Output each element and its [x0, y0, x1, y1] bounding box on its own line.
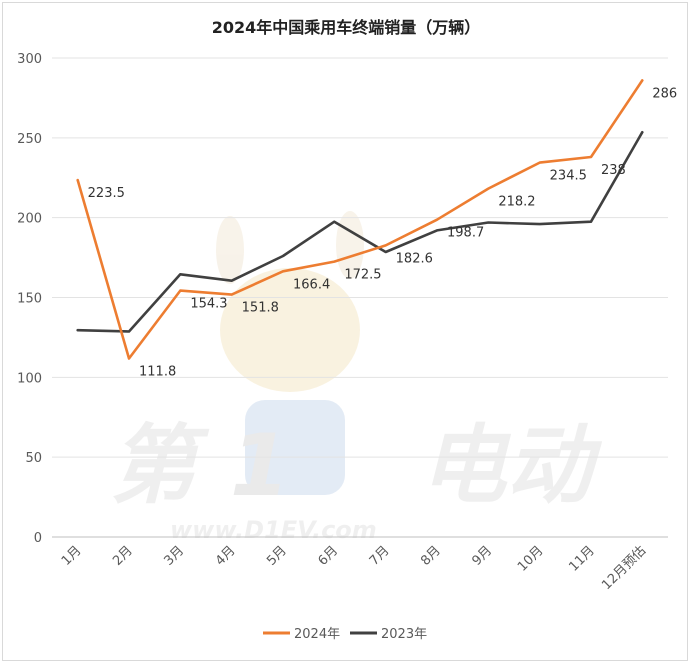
y-axis-ticks: 0 50 100 150 200 250 300	[17, 52, 42, 546]
data-label: 172.5	[344, 268, 381, 283]
x-tick-label: 5月	[264, 543, 290, 569]
series-line	[76, 79, 644, 360]
data-label: 238	[601, 163, 626, 178]
y-tick-label: 200	[17, 212, 42, 227]
x-tick-label: 1月	[59, 543, 85, 569]
data-label: 151.8	[242, 301, 279, 316]
x-tick-label: 9月	[470, 543, 496, 569]
chart-title: 2024年中国乘用车终端销量（万辆）	[212, 18, 481, 37]
watermark-logo: 第 1 电动 www.D1EV.com	[110, 211, 603, 544]
x-tick-label: 4月	[213, 543, 239, 569]
y-tick-label: 150	[17, 292, 42, 307]
x-tick-label: 6月	[316, 543, 342, 569]
x-tick-label: 7月	[367, 543, 393, 569]
data-label: 182.6	[396, 251, 433, 266]
y-tick-label: 300	[17, 52, 42, 67]
y-tick-label: 0	[34, 531, 42, 546]
gridlines	[52, 57, 668, 538]
svg-text:电动: 电动	[420, 416, 603, 516]
data-label: 286	[652, 86, 677, 101]
data-label: 154.3	[190, 297, 227, 312]
series-line	[76, 130, 644, 333]
x-tick-label: 8月	[418, 543, 444, 569]
legend-label-2023: 2023年	[381, 627, 427, 642]
x-tick-label: 2月	[110, 543, 136, 569]
data-label: 111.8	[139, 364, 176, 379]
x-tick-label: 12月预估	[599, 543, 649, 593]
x-axis-ticks: 1月 2月 3月 4月 5月 6月 7月 8月 9月 10月 11月 12月预估	[59, 543, 649, 593]
x-tick-label: 3月	[162, 543, 188, 569]
data-label: 223.5	[88, 186, 125, 201]
data-label: 218.2	[498, 195, 535, 210]
legend-label-2024: 2024年	[294, 627, 340, 642]
series-2023	[76, 130, 644, 333]
data-label: 166.4	[293, 277, 330, 292]
legend: 2024年 2023年	[263, 627, 427, 642]
series-2024	[76, 79, 644, 360]
x-tick-label: 10月	[515, 543, 546, 574]
svg-text:www.D1EV.com: www.D1EV.com	[170, 516, 377, 544]
svg-text:1: 1	[230, 416, 290, 516]
y-tick-label: 100	[17, 371, 42, 386]
y-tick-label: 50	[25, 451, 42, 466]
data-label: 234.5	[550, 169, 587, 184]
y-tick-label: 250	[17, 132, 42, 147]
data-labels-2024: 223.5 111.8 154.3 151.8 166.4 172.5 182.6 198.7…	[88, 86, 677, 379]
svg-text:第: 第	[110, 416, 210, 516]
data-label: 198.7	[447, 226, 484, 241]
x-tick-label: 11月	[566, 543, 597, 574]
